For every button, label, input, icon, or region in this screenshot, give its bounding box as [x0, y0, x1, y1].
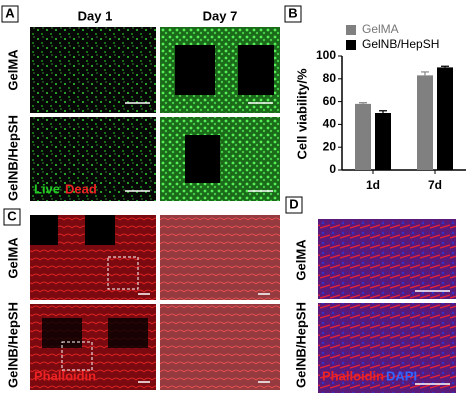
- legend-label: GelMA: [362, 22, 399, 36]
- micrograph: [160, 304, 280, 390]
- y-tick-label: 0: [329, 162, 336, 176]
- micrograph: [160, 215, 280, 300]
- row-label: GelNB/HepSH: [5, 302, 20, 388]
- column-label: Day 7: [203, 8, 238, 23]
- stain-label: Phalloidin: [34, 368, 96, 383]
- zoom-box: [107, 256, 139, 290]
- stain-label: Live: [34, 181, 60, 196]
- pore: [108, 318, 148, 348]
- micrograph: [318, 303, 456, 393]
- panel-label-box: [3, 208, 21, 226]
- column-label: Day 1: [78, 8, 113, 23]
- bar: [417, 75, 433, 170]
- y-tick-label: 100: [316, 48, 336, 62]
- pore: [30, 215, 58, 245]
- legend-label: GelNB/HepSH: [362, 37, 439, 51]
- panel-label: C: [7, 208, 17, 223]
- error-bar: [441, 65, 449, 68]
- row-label: GelNB/HepSH: [5, 115, 20, 201]
- pore: [185, 135, 220, 183]
- bar: [437, 67, 453, 170]
- bar: [375, 113, 391, 170]
- stain-label: DAPI: [386, 368, 417, 383]
- error-bar: [379, 110, 387, 113]
- legend-swatch: [346, 40, 356, 50]
- panel-label-box: [285, 196, 303, 214]
- y-tick-label: 20: [323, 139, 337, 153]
- panel-label-box: [1, 5, 19, 23]
- pore: [85, 215, 115, 245]
- stain-label: Dead: [65, 181, 97, 196]
- panel-label-box: [284, 5, 302, 23]
- stain-label: Phalloidin: [322, 368, 384, 383]
- bar: [355, 103, 371, 170]
- pore: [42, 318, 82, 348]
- x-tick-label: 1d: [366, 178, 380, 192]
- legend-swatch: [346, 25, 356, 35]
- row-label: GelNB/HepSH: [293, 302, 308, 388]
- row-label: GelMA: [293, 239, 308, 281]
- panel-label: D: [289, 196, 298, 211]
- pore: [175, 45, 215, 95]
- row-label: GelMA: [5, 49, 20, 91]
- panel-label: A: [5, 5, 15, 20]
- y-tick-label: 80: [323, 71, 337, 85]
- micrograph: [318, 219, 456, 299]
- pore: [238, 45, 274, 95]
- y-tick-label: 60: [323, 94, 337, 108]
- panel-label: B: [288, 5, 297, 20]
- micrograph: [30, 117, 156, 201]
- y-axis-label: Cell viability/%: [294, 68, 309, 159]
- row-label: GelMA: [5, 237, 20, 279]
- x-tick-label: 7d: [428, 178, 442, 192]
- error-bar: [359, 102, 367, 104]
- y-tick-label: 40: [323, 117, 337, 131]
- error-bar: [421, 71, 429, 76]
- zoom-box: [61, 341, 93, 371]
- micrograph: [30, 27, 156, 113]
